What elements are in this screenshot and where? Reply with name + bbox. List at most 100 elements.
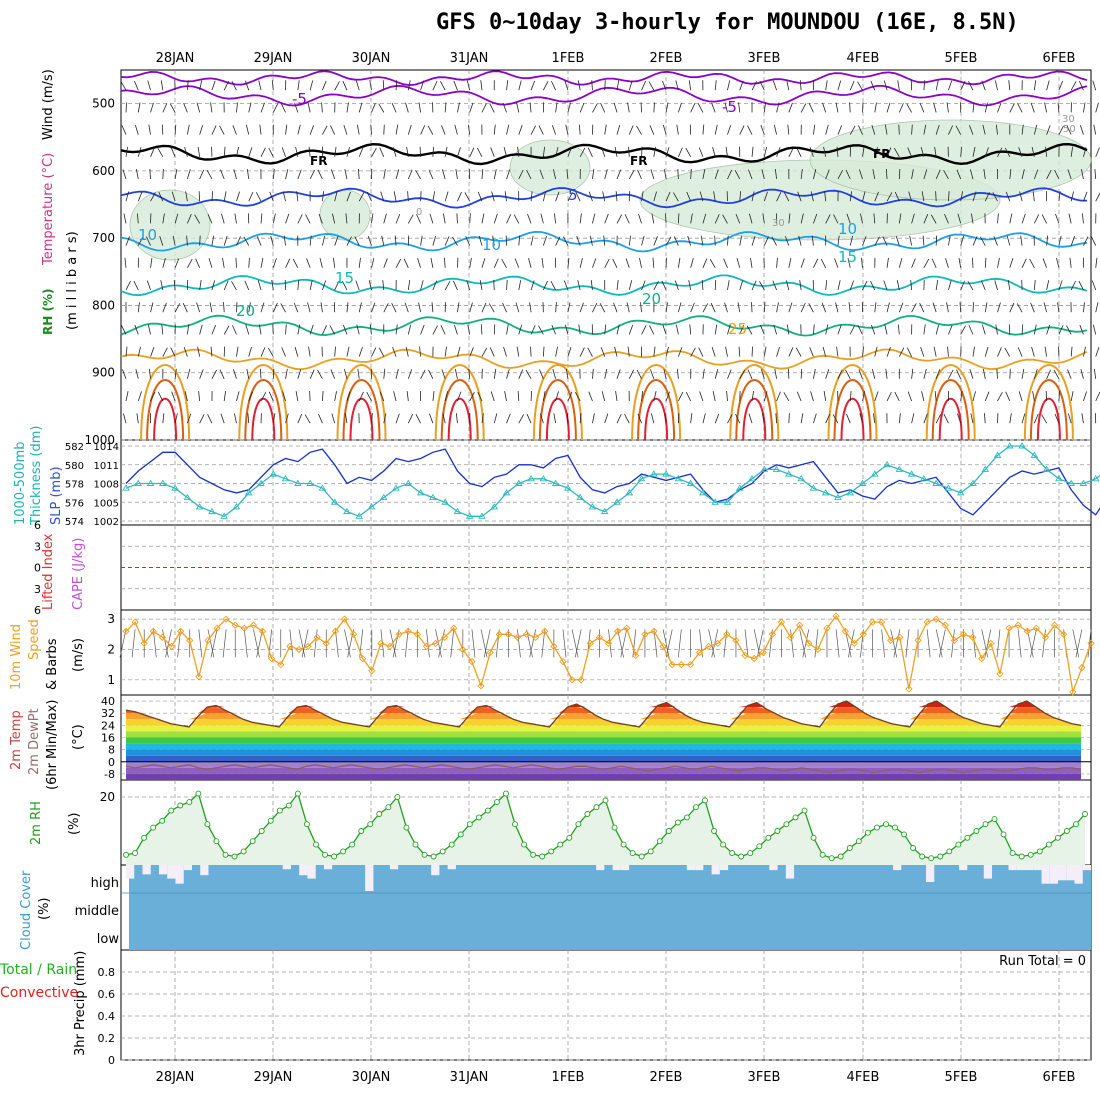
wind-barb	[551, 324, 556, 335]
wind-barb	[248, 191, 254, 202]
wind-barb	[211, 191, 214, 202]
wind10-line-point	[158, 633, 167, 641]
wind-barb	[702, 258, 708, 268]
wind-barb	[124, 257, 127, 268]
thickness-line-point	[895, 465, 904, 472]
wind-barb	[1004, 147, 1011, 157]
wind-barb	[996, 368, 998, 379]
rh2m-line-point	[566, 834, 573, 841]
wind-barb	[702, 213, 707, 224]
wind-barb	[567, 391, 573, 402]
wind-barb	[378, 347, 385, 357]
wind-barb	[960, 391, 963, 402]
thickness-line-point	[637, 474, 646, 482]
wind-barb	[995, 324, 998, 335]
wind-barb	[948, 369, 954, 379]
wind-barb	[628, 80, 633, 91]
wind-barb	[285, 258, 291, 268]
wind-barb	[527, 213, 532, 224]
wind-barb	[699, 191, 704, 202]
wind-barb	[1009, 168, 1012, 180]
wind-barb	[542, 146, 545, 157]
wind-barb	[714, 235, 716, 246]
wind-barb	[540, 413, 544, 424]
wind-barb	[419, 346, 421, 357]
wind-barb	[616, 369, 621, 379]
wind10-line-point	[1060, 630, 1068, 638]
panel-frame-precip	[120, 949, 1092, 1061]
wind10-line-point	[841, 627, 849, 635]
wind-barb	[984, 257, 987, 268]
wind10-barb	[1030, 629, 1037, 658]
wind-barb	[763, 146, 767, 157]
wind-barb	[346, 346, 350, 357]
wind-barb	[811, 235, 814, 246]
wind-barb	[736, 258, 741, 268]
wind-barb	[567, 302, 571, 313]
wind-barb	[837, 125, 843, 135]
wind-barb	[430, 257, 434, 268]
warm-contour	[1036, 397, 1061, 441]
wind-barb	[530, 191, 533, 202]
wind-barb	[674, 280, 679, 291]
slp-tick-label: 1008	[94, 480, 119, 491]
wind-barb	[714, 80, 717, 91]
wind-barb	[501, 258, 507, 268]
rh2m-line-point	[611, 824, 618, 831]
rh2m-line-point	[1045, 841, 1052, 848]
wind-barb	[186, 324, 190, 335]
rh-shaded-area	[129, 189, 211, 261]
wind-barb	[444, 146, 448, 157]
wind-barb	[432, 280, 437, 291]
wind-barb	[283, 235, 286, 246]
wind-barb	[134, 124, 139, 135]
wind-barb	[477, 191, 483, 202]
wind-barb	[636, 369, 642, 379]
wind-barb	[407, 414, 414, 424]
cloud-high-bar	[620, 865, 630, 871]
wind-barb	[972, 346, 975, 357]
wind-barb	[737, 302, 741, 313]
wind-barb	[145, 236, 151, 246]
rh2m-line-point	[919, 853, 926, 860]
wind-barb	[383, 169, 386, 180]
wind-barb	[933, 102, 937, 113]
wind-barb	[970, 413, 974, 424]
wind-barb	[641, 280, 646, 291]
wind-barb	[833, 214, 839, 224]
wind-barb	[813, 413, 817, 424]
wind-barb	[714, 413, 720, 424]
cloud-high-bar	[711, 865, 720, 875]
rh2m-unit-label: (%)	[67, 813, 82, 836]
wind-barb	[137, 147, 142, 157]
wind10-barb	[1042, 629, 1046, 658]
wind-barb	[709, 258, 716, 268]
rh2m-line-point	[240, 848, 247, 855]
wind10-line-point	[422, 642, 431, 651]
wind-barb	[260, 392, 267, 402]
rh2m-line-point	[1027, 851, 1034, 858]
wind-barb	[502, 302, 507, 313]
wind-barb	[244, 280, 250, 291]
pressure-tick-label: 700	[92, 231, 115, 245]
wind-barb	[294, 346, 299, 357]
rh2m-line-point	[593, 804, 600, 811]
wind-barb	[935, 414, 942, 424]
wind-barb	[604, 324, 607, 335]
lifted-tick-label: 3	[34, 583, 41, 596]
wind-barb	[121, 325, 127, 335]
wind-barb	[125, 146, 128, 157]
wind-barb	[946, 102, 949, 113]
wind-barb	[125, 280, 131, 291]
wind10-barb	[256, 629, 263, 658]
wind-barb	[259, 124, 262, 135]
wind-barb	[567, 147, 572, 157]
wind-barb	[972, 102, 975, 113]
wind10-line-point	[723, 630, 731, 638]
wind-barb	[481, 302, 487, 313]
wind10-line-point	[823, 624, 831, 632]
wind-barb	[690, 103, 696, 113]
wind-barb	[1033, 413, 1039, 424]
wind-barb	[761, 413, 765, 424]
wind10-line-point	[541, 627, 549, 635]
